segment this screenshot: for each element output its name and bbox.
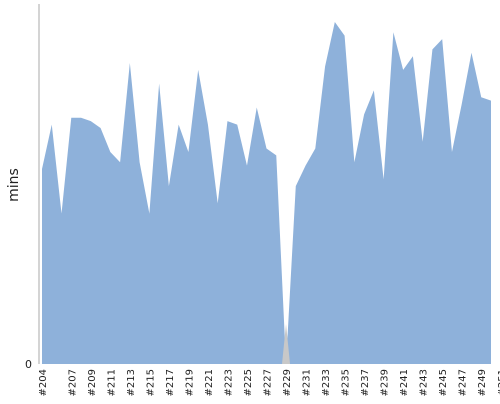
x-tick-label: #249: [477, 369, 488, 396]
plot-area: [42, 22, 491, 364]
x-tick-label: #209: [87, 369, 98, 396]
x-tick-label: #221: [204, 369, 215, 396]
x-tick-label: #223: [223, 369, 234, 396]
x-tick-label: #235: [341, 369, 352, 396]
x-axis-ticks: #204 #207 #209 #211 #213 #215 #217 #219 #221 #223…: [38, 369, 500, 396]
x-tick-label: #239: [380, 369, 391, 396]
x-tick-label: #233: [321, 369, 332, 396]
y-axis-label: mins: [6, 168, 22, 202]
x-tick-label: #241: [399, 369, 410, 396]
x-tick-label: #213: [126, 369, 137, 396]
x-tick-label: #204: [38, 369, 49, 396]
series-area: [42, 22, 491, 364]
x-tick-label: #207: [67, 369, 78, 396]
x-tick-label: #219: [184, 369, 195, 396]
y-axis-ticks: 0: [25, 358, 32, 371]
x-tick-label: #217: [165, 369, 176, 396]
x-tick-label: #227: [263, 369, 274, 396]
x-tick-label: #247: [458, 369, 469, 396]
x-tick-label: #229: [282, 369, 293, 396]
x-tick-label: #243: [419, 369, 430, 396]
y-tick-label: 0: [25, 358, 32, 371]
x-tick-label: #237: [360, 369, 371, 396]
x-tick-label: #211: [106, 369, 117, 396]
x-tick-label: #245: [438, 369, 449, 396]
x-tick-label: #231: [302, 369, 313, 396]
x-tick-label: #215: [145, 369, 156, 396]
x-tick-label: #225: [243, 369, 254, 396]
